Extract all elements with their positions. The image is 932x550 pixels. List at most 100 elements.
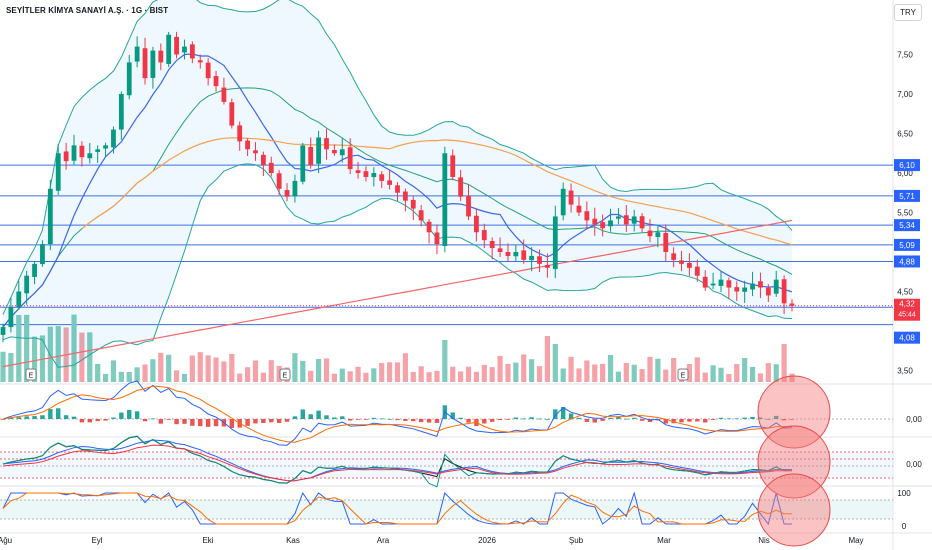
volume-bar — [331, 373, 337, 382]
macd-pane[interactable]: 0,00 — [0, 380, 922, 446]
volume-bar — [568, 356, 574, 382]
moving-averages — [2, 53, 793, 368]
candle-body — [363, 171, 369, 177]
candle-body — [8, 307, 14, 328]
candle-body — [32, 263, 37, 277]
candle-body — [95, 149, 101, 152]
candle-body — [300, 145, 306, 182]
candle-body — [308, 146, 314, 166]
time-tick-label: Ağu — [0, 536, 12, 545]
candle-body — [497, 248, 503, 252]
candle-body — [734, 287, 740, 292]
volume-bar — [150, 359, 156, 382]
candle-body — [111, 129, 116, 148]
macd-hist-bar — [371, 417, 377, 419]
last-price-tag: 4,32 45:44 — [894, 298, 920, 321]
macd-hist-bar — [726, 418, 732, 420]
candle-body — [182, 46, 187, 53]
macd-hist-bar — [624, 418, 629, 420]
macd-hist-bar — [766, 418, 771, 420]
volume-bar — [379, 363, 385, 382]
stochastic-pane[interactable]: 100 0 — [0, 489, 911, 531]
macd-hist-bar — [142, 419, 148, 422]
macd-hist-bar — [742, 417, 747, 419]
candle-body — [253, 150, 258, 154]
macd-hist-bar — [87, 419, 92, 423]
volume-bar — [655, 358, 661, 382]
candle-body — [418, 210, 424, 221]
macd-hist-bar — [584, 419, 590, 422]
candle-body — [750, 283, 755, 290]
stoch-axis-low: 0 — [902, 522, 907, 531]
candle-body — [726, 280, 732, 288]
candle-body — [718, 279, 724, 286]
candle-body — [379, 174, 385, 181]
macd-hist-bar — [671, 419, 676, 424]
volume-bar — [765, 363, 771, 382]
candle-body — [371, 173, 377, 178]
price-axis[interactable]: 7,50 7,00 6,50 6,00 5,50 4,50 3,50 — [897, 51, 913, 376]
highlight-circle-2 — [757, 473, 831, 547]
macd-hist-bar — [616, 416, 621, 419]
macd-hist-bar — [198, 419, 203, 427]
candle-body — [679, 260, 684, 264]
candle-body — [513, 252, 519, 257]
candle-body — [584, 211, 590, 221]
volume-bar — [252, 360, 259, 382]
candle-body — [758, 281, 763, 288]
volume-bar — [465, 366, 472, 382]
macd-hist-bar — [789, 419, 795, 420]
macd-hist-bar — [734, 418, 739, 420]
earnings-marker-0: E — [25, 368, 37, 381]
candle-body — [663, 232, 669, 252]
last-price-box — [894, 298, 920, 321]
candle-body — [355, 170, 361, 173]
macd-hist-bar — [426, 419, 432, 423]
candle-body — [671, 253, 677, 260]
candle-body — [331, 150, 337, 154]
candle-body — [505, 252, 511, 256]
candle-body — [529, 255, 535, 261]
macd-hist-bar — [758, 417, 763, 419]
candle-body — [489, 240, 495, 249]
volume-bar — [544, 336, 551, 382]
volume-bar — [686, 364, 693, 382]
macd-hist-bar — [355, 419, 361, 420]
macd-hist-bar — [213, 419, 219, 427]
level-tag-box — [894, 238, 920, 251]
time-tick-label: Şub — [569, 536, 584, 545]
candles[interactable] — [0, 31, 795, 343]
volume-bar — [142, 364, 148, 382]
level-tag-label: 5,34 — [899, 221, 915, 230]
macd-hist-bar — [229, 419, 235, 429]
earnings-marker-1: E — [279, 368, 291, 381]
macd-hist-bar — [718, 417, 724, 419]
macd-hist-bar — [537, 418, 542, 420]
candle-body — [647, 230, 653, 237]
earnings-marker-label: E — [681, 373, 686, 380]
level-tag-box — [894, 159, 920, 172]
osc-line-blue — [2, 439, 793, 482]
volume-bar — [757, 373, 764, 382]
oscillator-pane[interactable]: 0,00 — [0, 435, 922, 488]
macd-hist-bar — [774, 415, 779, 419]
macd-hist-bar — [24, 416, 29, 419]
macd-hist-bar — [482, 419, 487, 424]
candle-body — [158, 50, 164, 63]
candle-body — [702, 276, 708, 288]
currency-button[interactable]: TRY — [894, 4, 922, 21]
level-tag-1: 5,71 — [894, 189, 920, 202]
price-tick-label: 7,00 — [897, 90, 913, 99]
candle-body — [521, 250, 527, 260]
candle-body — [40, 244, 45, 265]
macd-hist-bar — [687, 419, 692, 422]
time-axis[interactable]: Ağu Eyl Eki Kas Ara 2026 Şub Mar Nis May — [0, 536, 864, 545]
price-tick-label: 4,50 — [897, 288, 913, 297]
volume-bar — [773, 364, 779, 382]
macd-hist-bar — [111, 417, 116, 419]
candle-body — [0, 327, 6, 335]
last-price-countdown: 45:44 — [898, 312, 916, 319]
volume-bar — [631, 364, 637, 382]
